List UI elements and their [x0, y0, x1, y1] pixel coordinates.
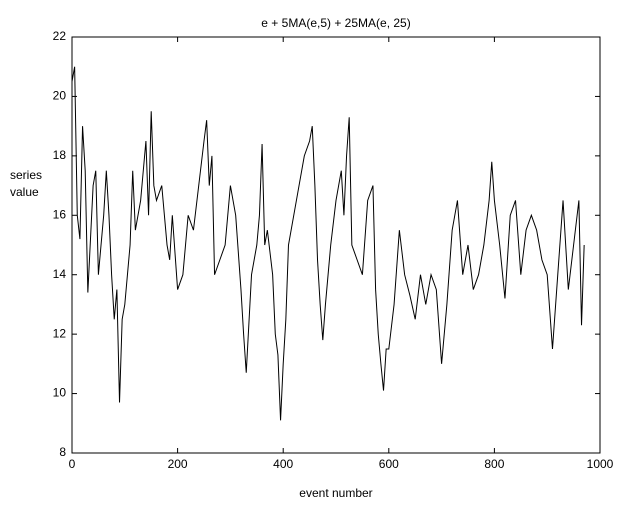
data-line — [71, 66, 585, 421]
y-tick-label: 8 — [59, 445, 66, 459]
y-axis-label: series — [10, 168, 42, 182]
y-tick-label: 20 — [53, 89, 67, 103]
x-tick-label: 1000 — [587, 457, 614, 471]
x-tick-label: 400 — [273, 457, 293, 471]
y-tick-label: 10 — [53, 386, 67, 400]
y-tick-label: 22 — [53, 29, 67, 43]
y-tick-label: 12 — [53, 326, 67, 340]
x-tick-label: 800 — [484, 457, 504, 471]
x-axis-label: event number — [299, 486, 372, 500]
x-tick-label: 600 — [379, 457, 399, 471]
y-tick-label: 16 — [53, 207, 67, 221]
x-tick-label: 200 — [168, 457, 188, 471]
y-tick-label: 14 — [53, 267, 67, 281]
y-tick-label: 18 — [53, 148, 67, 162]
axes-box — [71, 36, 601, 454]
x-tick-label: 0 — [69, 457, 76, 471]
y-axis-label: value — [10, 185, 39, 199]
chart-title: e + 5MA(e,5) + 25MA(e, 25) — [261, 16, 410, 30]
